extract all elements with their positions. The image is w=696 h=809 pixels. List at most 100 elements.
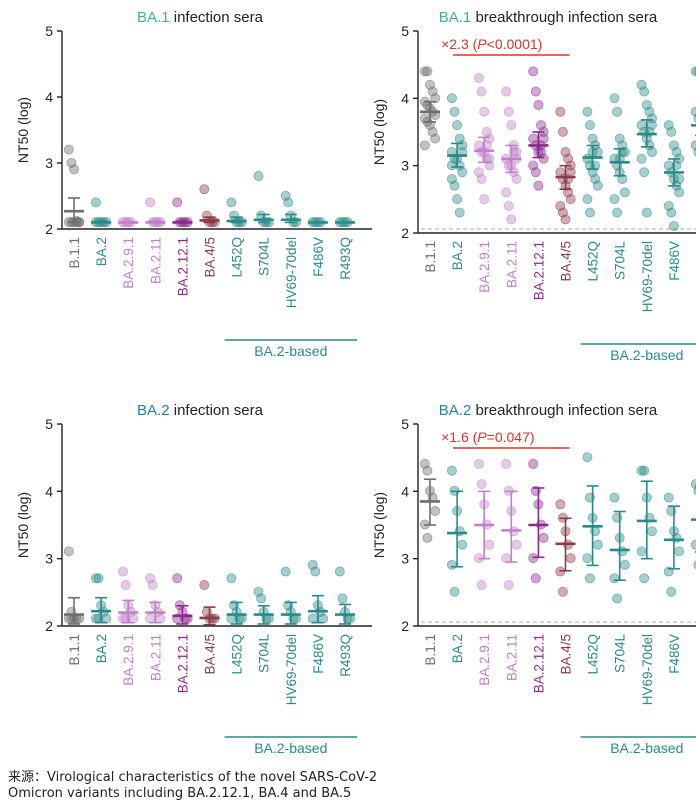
data-point: [457, 539, 468, 550]
chart-panel-2: BA.1 breakthrough infection sera NT50 (lo…: [371, 9, 696, 363]
chart-title-rest: breakthrough infection sera: [471, 402, 658, 419]
data-point: [280, 566, 291, 577]
x-tick-label-f486v: F486V: [667, 241, 682, 281]
series-b-1-1: [419, 458, 441, 543]
chart-title: BA.1 infection sera: [137, 9, 264, 26]
data-point: [479, 194, 490, 205]
data-point: [533, 180, 544, 191]
x-tick-label-r493q: R493Q: [694, 241, 696, 284]
data-point: [476, 580, 487, 591]
caption-line-2: Omicron variants including BA.2.12.1, BA…: [8, 786, 352, 801]
series-ba-2-12-1: [528, 66, 549, 191]
data-point: [63, 546, 74, 557]
y-tick-label: 5: [401, 23, 409, 39]
data-point: [565, 167, 576, 178]
x-tick-label-f486v: F486V: [311, 634, 326, 674]
y-tick-label: 4: [45, 483, 53, 499]
data-point: [430, 506, 441, 517]
series-ba-2: [90, 197, 112, 228]
data-point: [484, 539, 495, 550]
data-point: [446, 93, 457, 104]
x-tick-label-b-1-1: B.1.1: [423, 634, 438, 666]
data-point: [454, 207, 465, 218]
series-f486v: [307, 559, 329, 624]
chart-title-rest: breakthrough infection sera: [471, 9, 658, 26]
data-point: [199, 580, 210, 591]
data-point: [674, 187, 685, 198]
x-tick-label-ba-4-5: BA.4/5: [203, 634, 218, 675]
series-hv69-70del: [636, 465, 658, 584]
series-ba-2-11: [501, 86, 522, 225]
data-point: [557, 586, 568, 597]
data-point: [503, 106, 514, 117]
caption-line-1: 来源：Virological characteristics of the no…: [8, 770, 378, 785]
y-axis-label: NT50 (log): [15, 492, 31, 558]
chart-panel-4: BA.2 breakthrough infection sera NT50 (lo…: [371, 402, 696, 756]
x-tick-label-ba-2-9-1: BA.2.9.1: [477, 241, 492, 293]
x-tick-label-ba-2: BA.2: [450, 241, 465, 270]
series-b-1-1: [63, 546, 85, 625]
data-point: [449, 180, 460, 191]
data-point: [457, 167, 468, 178]
data-point: [555, 499, 566, 510]
chart-title: BA.2 infection sera: [137, 402, 264, 419]
series-l452q: [582, 452, 603, 584]
y-axis-label: NT50 (log): [371, 492, 387, 558]
data-point: [647, 147, 658, 158]
data-point: [538, 153, 549, 164]
chart-title-rest: infection sera: [170, 402, 264, 419]
chart-title-strain: BA.2: [439, 402, 472, 419]
data-point: [609, 194, 620, 205]
y-tick-label: 4: [401, 483, 409, 499]
data-point: [419, 140, 430, 151]
data-point: [582, 553, 593, 564]
data-point: [449, 106, 460, 117]
data-point: [473, 73, 484, 84]
series-ba-2-9-1: [118, 566, 139, 624]
x-tick-label-ba-4-5: BA.4/5: [559, 634, 574, 675]
series-ba-2-12-1: [172, 197, 193, 228]
chart-title: BA.1 breakthrough infection sera: [439, 9, 658, 26]
annotation-p: P: [477, 429, 487, 445]
data-point: [69, 164, 80, 175]
y-tick-label: 2: [401, 225, 409, 241]
series-r493q: [690, 66, 696, 157]
data-point: [511, 539, 522, 550]
chart-panel-3: BA.2 infection sera NT50 (log) 2 3 4 5 B.1.1 BA…: [15, 402, 372, 756]
data-point: [334, 566, 345, 577]
x-tick-label-ba-4-5: BA.4/5: [559, 241, 574, 282]
x-tick-label-ba-2-11: BA.2.11: [148, 634, 163, 681]
data-point: [430, 93, 441, 104]
data-point: [226, 573, 237, 584]
data-point: [476, 86, 487, 97]
series-ba-2-9-1: [473, 458, 495, 591]
fold-change-annotation: ×2.3 (P<0.0001): [441, 36, 542, 52]
series-f486v: [663, 120, 685, 232]
series-ba-2-9-1: [118, 217, 139, 228]
data-point: [693, 560, 696, 570]
data-point: [693, 114, 696, 123]
data-point: [253, 171, 264, 182]
data-point: [452, 194, 463, 205]
series-b-1-1: [419, 66, 441, 151]
x-tick-label-ba-2-11: BA.2.11: [148, 237, 163, 284]
x-tick-label-l452q: L452Q: [230, 634, 245, 675]
annotation-prefix: ×2.3 (: [441, 36, 478, 52]
data-point: [506, 214, 517, 225]
y-tick-label: 3: [401, 158, 409, 174]
data-point: [641, 207, 652, 218]
data-point: [172, 197, 183, 208]
data-point: [422, 66, 433, 77]
data-point: [476, 173, 487, 184]
data-point: [476, 479, 487, 490]
data-point: [585, 207, 596, 218]
data-point: [557, 126, 568, 137]
series-r493q: [690, 479, 696, 570]
x-tick-label-ba-2: BA.2: [450, 634, 465, 663]
data-point: [90, 573, 101, 584]
x-tick-label-l452q: L452Q: [230, 237, 245, 278]
y-tick-label: 2: [401, 618, 409, 634]
series-ba-2-11: [501, 458, 522, 591]
series-r493q: [334, 217, 355, 228]
data-point: [609, 492, 620, 503]
